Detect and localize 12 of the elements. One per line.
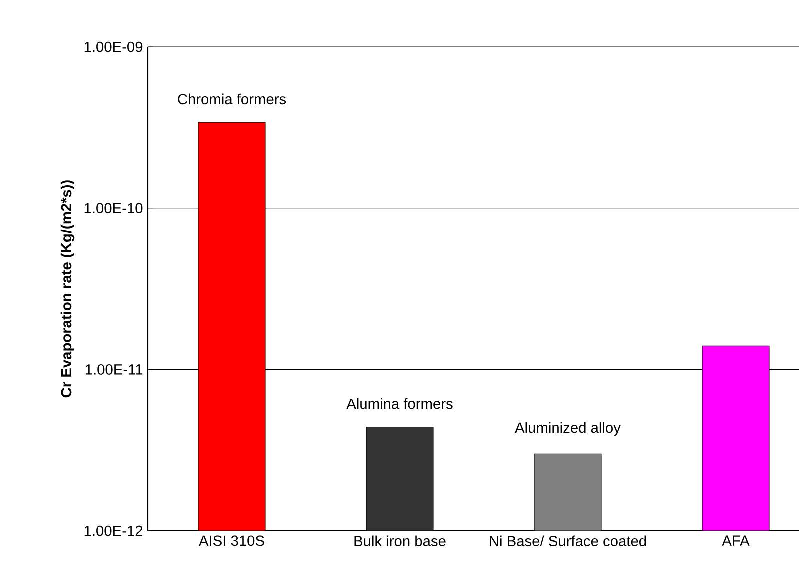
x-tick-label: AFA	[722, 536, 750, 546]
x-tick-label: Bulk iron base	[354, 536, 446, 547]
y-tick-label: 1.00E-12	[84, 526, 143, 536]
annotation: Chromia formers	[178, 94, 286, 105]
annotation: Alumina formers	[346, 398, 453, 410]
y-axis-title: Cr Evaporation rate (Kg/(m2*s))	[60, 180, 75, 398]
annotation: Aluminized alloy	[515, 422, 621, 436]
x-tick-label: Ni Base/ Surface coated	[490, 536, 646, 547]
y-tick-label: 1.00E-10	[84, 203, 143, 214]
y-tick-label: 1.00E-09	[84, 42, 143, 52]
y-tick-label: 1.00E-11	[86, 364, 143, 375]
x-tick-label: AISI 310S	[199, 536, 264, 546]
